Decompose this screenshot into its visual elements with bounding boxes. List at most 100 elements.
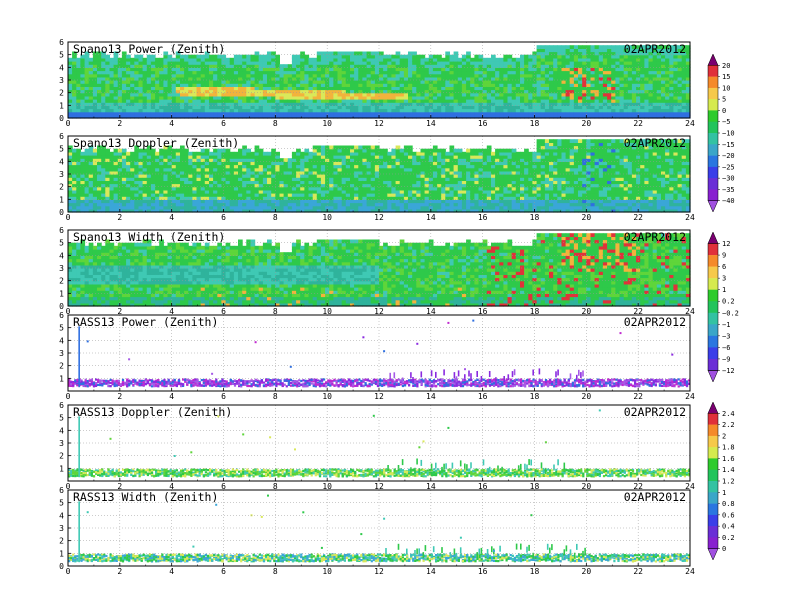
data-cell [246,148,251,153]
data-cell [146,57,152,62]
data-cell [175,61,181,65]
data-cell [652,86,658,91]
data-cell [379,174,384,178]
data-cell [97,114,102,119]
data-cell [387,151,392,156]
data-cell [453,95,459,100]
data-cell [130,167,135,172]
data-cell [117,170,123,175]
data-cell [408,205,413,210]
data-cell [304,73,310,78]
data-cell [474,54,480,59]
data-cell [200,148,206,153]
data-cell [188,89,193,94]
data-cell [184,61,189,65]
data-cell [238,151,243,156]
data-cell [262,105,268,110]
data-cell [511,73,517,78]
data-cell [267,199,272,204]
data-cell [262,199,268,204]
data-cell [138,92,144,97]
data-cell [271,196,276,200]
data-cell [449,61,455,65]
data-cell [619,114,625,119]
data-cell [283,67,289,72]
data-cell [412,196,417,200]
data-cell [271,67,276,72]
data-cell [188,205,193,210]
data-cell [113,70,119,75]
data-cell [623,67,629,72]
data-cell [242,145,247,150]
data-cell [594,111,600,116]
data-cell [196,99,202,103]
data-cell [250,186,256,191]
data-cell [362,167,368,172]
data-cell [403,174,409,178]
x-tick-label: 18 [530,119,540,128]
data-cell [242,174,247,178]
data-cell [379,51,384,56]
data-cell [453,99,459,103]
data-cell [117,73,123,78]
data-cell [105,95,110,100]
data-cell [449,73,455,78]
data-cell [416,105,421,110]
data-cell [345,164,351,169]
data-cell [175,89,181,94]
data-cell [590,102,596,106]
data-cell [329,54,334,59]
data-cell [92,108,98,113]
data-cell [209,92,214,97]
data-cell [109,70,115,75]
data-cell [113,57,119,62]
data-cell [254,161,260,166]
data-cell [532,105,538,110]
data-cell [80,193,86,197]
data-cell [142,202,148,207]
data-cell [503,89,509,94]
data-cell [685,45,691,49]
data-cell [441,73,446,78]
data-cell [300,51,305,56]
data-cell [661,76,666,81]
data-cell [656,64,662,68]
data-cell [586,111,591,116]
data-cell [271,161,276,166]
data-cell [586,86,591,91]
data-cell [549,61,554,65]
data-cell [291,95,297,100]
data-cell [167,205,173,210]
data-cell [175,158,181,162]
data-cell [121,67,127,72]
data-cell [333,199,339,204]
data-cell [97,158,102,162]
data-cell [76,95,81,100]
data-cell [408,193,413,197]
y-tick-label: 3 [59,76,64,85]
data-cell [109,170,115,175]
data-cell [167,155,173,159]
data-cell [296,92,301,97]
data-cell [130,95,135,100]
data-cell [549,48,554,53]
data-cell [685,83,691,87]
data-cell [167,189,173,194]
data-cell [68,83,73,87]
data-cell [432,67,438,72]
data-cell [416,183,421,188]
data-cell [337,151,343,156]
data-cell [428,86,434,91]
data-cell [337,111,343,116]
data-cell [370,102,376,106]
data-cell [300,102,305,106]
data-cell [611,67,616,72]
data-cell [437,177,442,181]
data-cell [457,57,463,62]
data-cell [196,189,202,194]
data-cell [225,73,231,78]
data-cell [88,199,94,204]
data-cell [358,80,363,84]
data-cell [350,202,355,207]
data-cell [648,48,654,53]
